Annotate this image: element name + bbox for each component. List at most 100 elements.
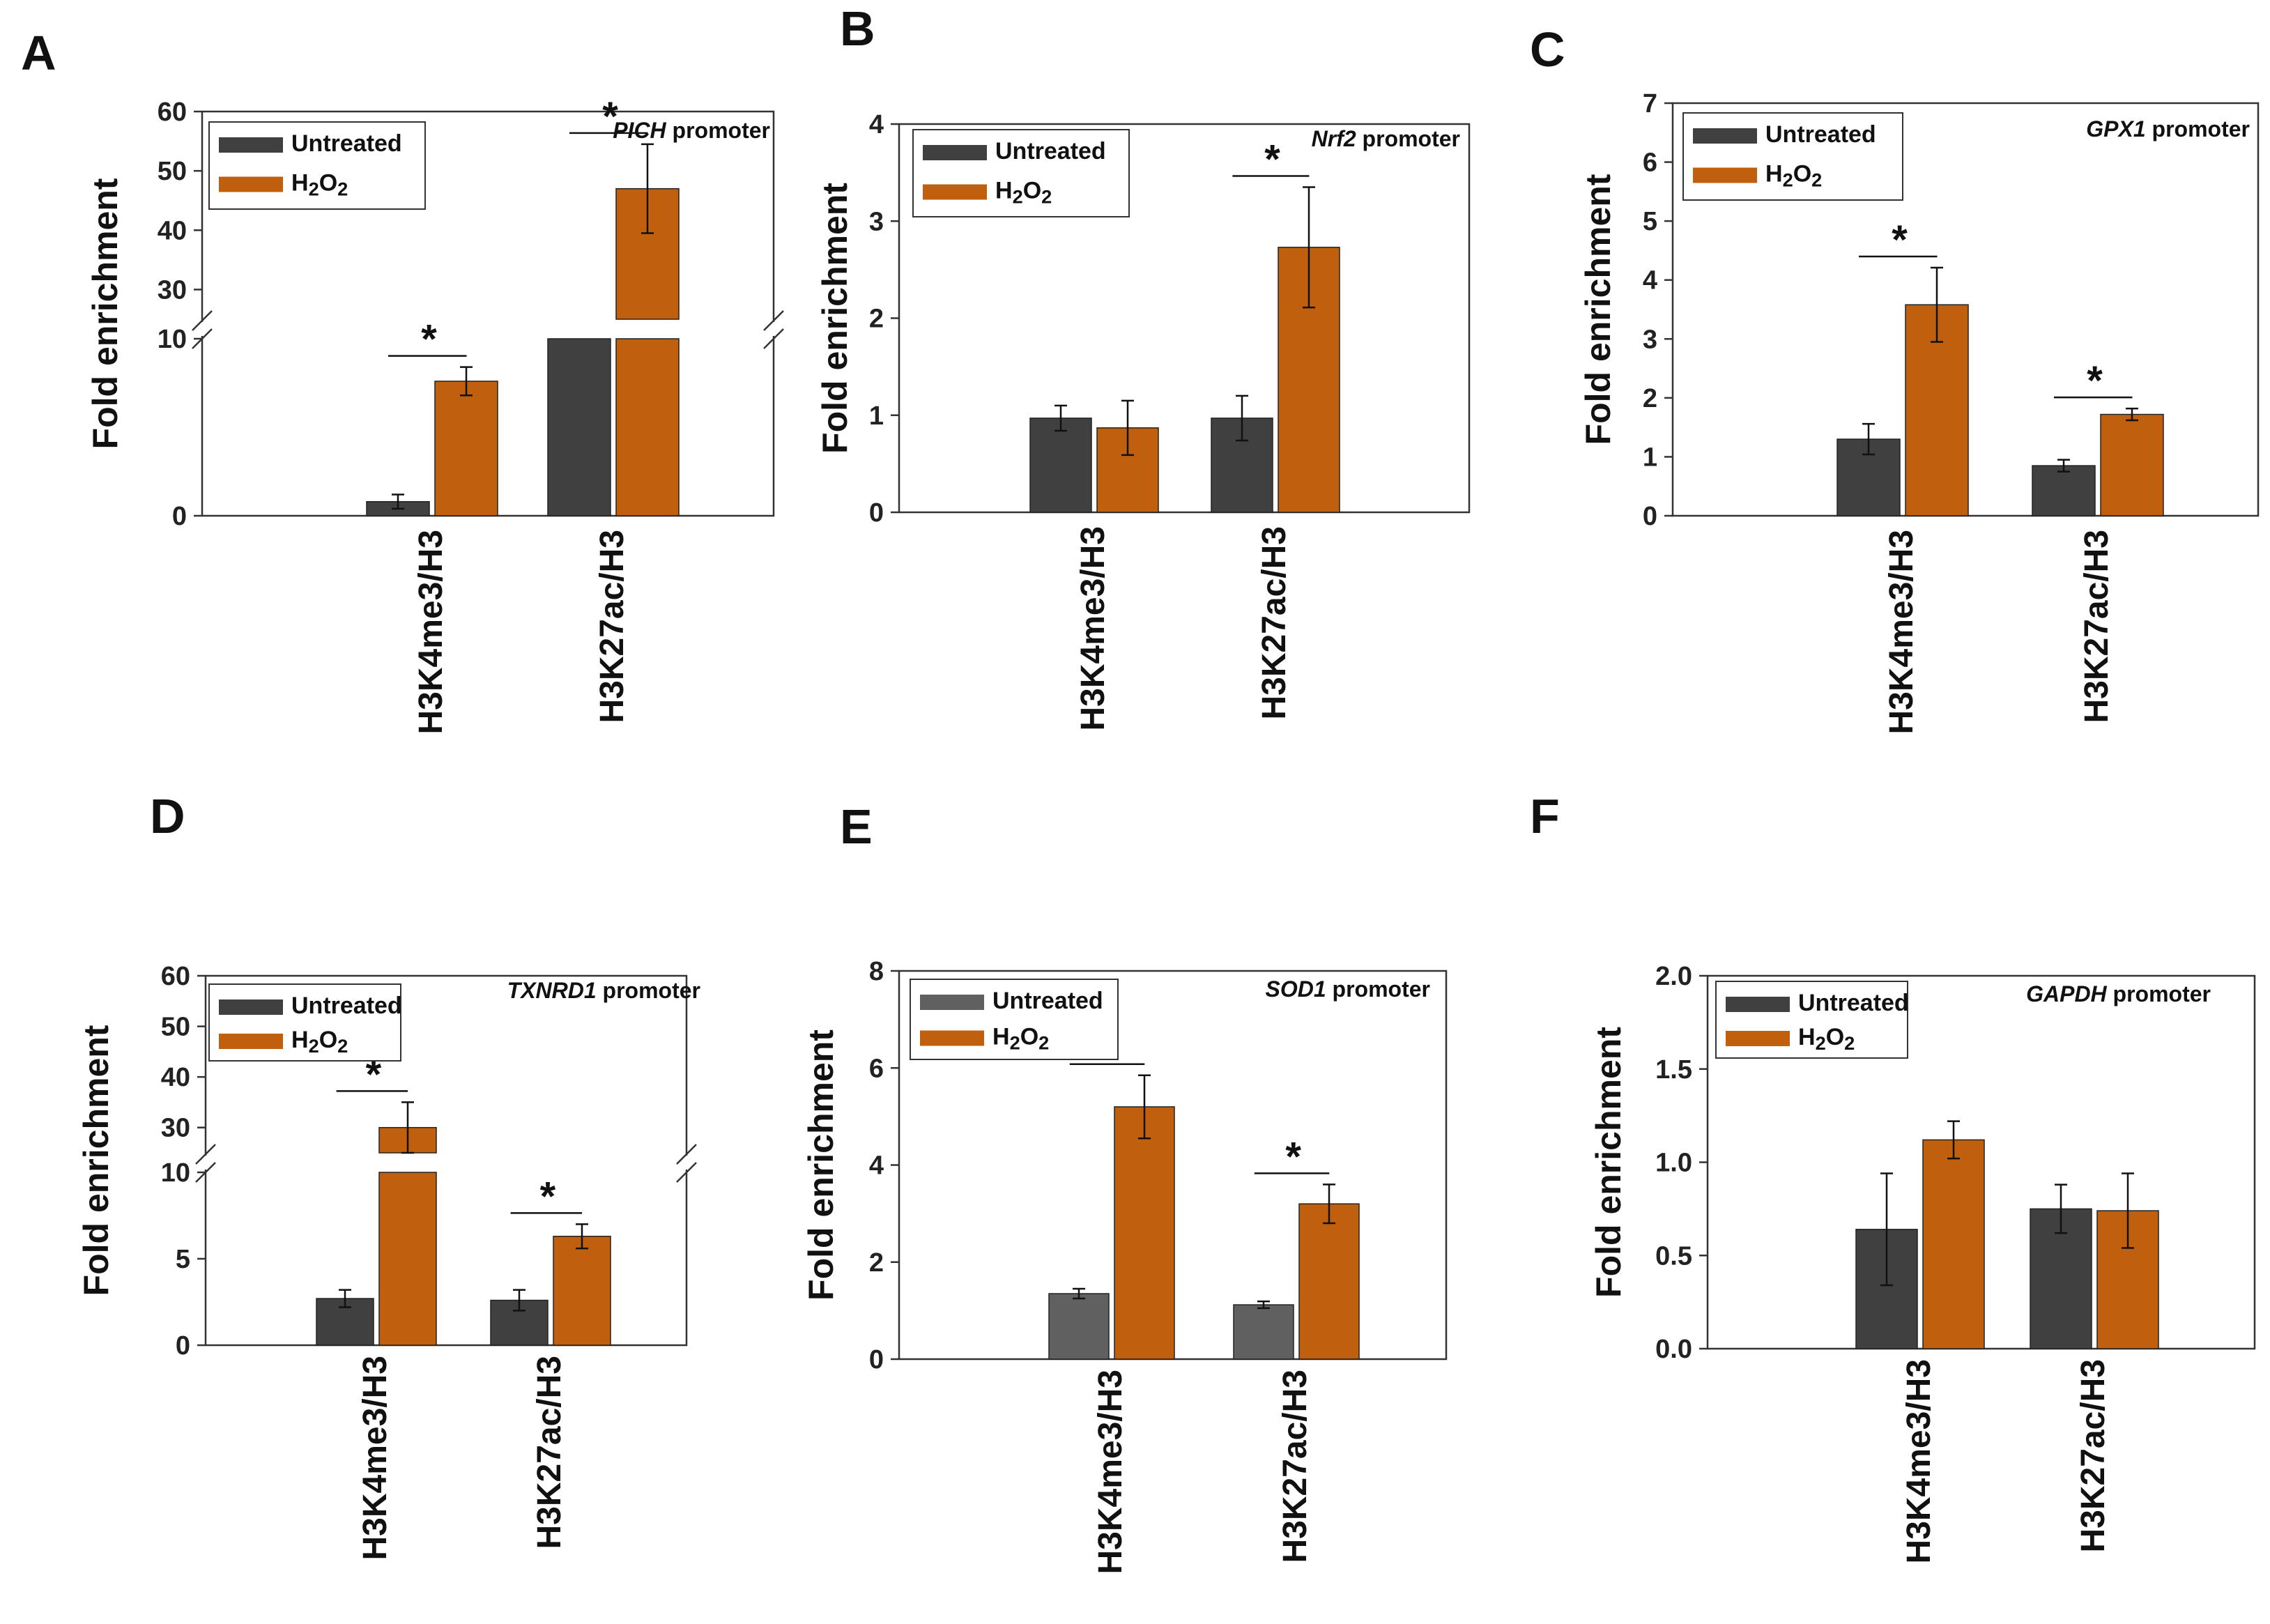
- y-tick-label: 60: [158, 98, 187, 127]
- gene-name: GPX1: [2086, 116, 2145, 141]
- label-part: H: [1765, 161, 1783, 187]
- y-tick-label: 1.5: [1655, 1055, 1692, 1085]
- y-axis-label: Fold enrichment: [802, 1029, 841, 1301]
- y-tick-label: 2: [869, 305, 884, 334]
- legend-swatch-1: [920, 1030, 984, 1046]
- legend-label-untreated: Untreated: [1798, 990, 1909, 1016]
- legend-label-h2o2: H2O2: [1765, 161, 1822, 191]
- panel-f: F 0.0 0.5 1.0 1.5 2.0 Fold enrichment H3K4me3/H…: [1530, 789, 2256, 1563]
- gene-name: SOD1: [1266, 976, 1326, 1002]
- axis-break-slash: [676, 1144, 697, 1165]
- y-tick-label: 60: [161, 962, 190, 991]
- significance-star: *: [421, 317, 437, 362]
- axis-break-gap: [771, 322, 776, 336]
- y-axis-label: Fold enrichment: [77, 1025, 116, 1296]
- y-tick-label: 6: [869, 1054, 884, 1083]
- legend-swatch-0: [219, 137, 283, 153]
- y-tick-label: 4: [869, 110, 884, 139]
- panel-c: C 0 1 2 3 4 5 6 7 Fold enrichment * H3K4me3/H3 * H3K2…: [1530, 22, 2260, 734]
- category-label: H3K27ac/H3: [1256, 526, 1293, 720]
- subscript: 2: [1844, 1032, 1855, 1054]
- bar-h2o2-0: [1922, 1139, 1985, 1349]
- legend-box: [912, 129, 1130, 217]
- subscript: 2: [309, 178, 319, 199]
- y-tick-label: 3: [869, 207, 884, 236]
- category-label: H3K27ac/H3: [2078, 530, 2115, 723]
- panel-b: B 0 1 2 3 4 Fold enrichment H3K4me3/H3 * H3K27ac/…: [815, 1, 1471, 730]
- y-tick-label: 50: [161, 1013, 190, 1042]
- legend-label-untreated: Untreated: [995, 138, 1106, 164]
- axis-break-gap: [199, 322, 205, 336]
- bar-untreated-1: [1233, 1304, 1294, 1360]
- legend-swatch-0: [920, 995, 984, 1010]
- panel-letter: B: [840, 1, 875, 56]
- panel-letter: D: [150, 789, 185, 843]
- label-part: O: [319, 1027, 337, 1053]
- gene-name: GAPDH: [2026, 981, 2107, 1006]
- legend-swatch-1: [219, 1034, 283, 1049]
- legend-label-untreated: Untreated: [1765, 121, 1876, 148]
- category-label: H3K27ac/H3: [594, 530, 631, 723]
- y-axis-label: Fold enrichment: [1579, 174, 1618, 445]
- panel-letter: A: [21, 26, 56, 80]
- legend-swatch-1: [923, 184, 987, 200]
- gene-name: PICH: [613, 118, 666, 143]
- label-part: O: [319, 170, 337, 197]
- category-label: H3K4me3/H3: [357, 1356, 394, 1560]
- legend-label-h2o2: H2O2: [995, 178, 1052, 208]
- y-tick-label: 8: [869, 957, 884, 986]
- category-label: H3K27ac/H3: [2075, 1359, 2112, 1553]
- promoter-suffix: promoter: [1326, 976, 1430, 1002]
- panel-letter: C: [1530, 22, 1565, 77]
- axis-break-gap: [203, 1156, 208, 1170]
- legend-label-h2o2: H2O2: [992, 1024, 1049, 1054]
- y-tick-label: 40: [161, 1063, 190, 1092]
- gene-name: Nrf2: [1312, 126, 1356, 151]
- y-tick-label: 4: [1643, 266, 1657, 296]
- label-part: H: [291, 1027, 309, 1053]
- y-tick-label: 4: [869, 1151, 884, 1181]
- label-part: O: [1023, 178, 1041, 204]
- legend-swatch-0: [923, 145, 987, 160]
- y-tick-label: 30: [161, 1114, 190, 1143]
- axis-break-slash: [763, 310, 784, 331]
- y-tick-label: 40: [158, 216, 187, 245]
- bar-h2o2-1: [2100, 413, 2164, 516]
- y-tick-label: 1.0: [1655, 1149, 1692, 1178]
- bar-h2o2-0: [434, 381, 498, 516]
- panel-a: A 0 10 30 40 50 60 Fold enrichment * H3K4me3/H3 * H…: [21, 26, 784, 734]
- legend-box: [910, 979, 1119, 1060]
- legend-label-untreated: Untreated: [291, 993, 402, 1019]
- legend-box: [208, 121, 426, 210]
- subscript: 2: [1038, 1032, 1049, 1053]
- y-tick-label: 50: [158, 157, 187, 186]
- y-tick-label: 10: [161, 1158, 190, 1188]
- category-label: H3K27ac/H3: [531, 1356, 568, 1549]
- axis-break-slash: [763, 328, 784, 349]
- bar-h2o2-1: [553, 1236, 611, 1346]
- subscript: 2: [1041, 185, 1052, 207]
- y-tick-label: 1: [869, 401, 884, 431]
- y-tick-label: 5: [1643, 207, 1657, 236]
- y-tick-label: 0.5: [1655, 1241, 1692, 1271]
- label-part: O: [1826, 1024, 1844, 1050]
- legend-swatch-0: [1693, 128, 1757, 144]
- legend-label-h2o2: H2O2: [291, 1027, 348, 1057]
- promoter-title: SOD1 promoter: [1266, 976, 1430, 1002]
- y-tick-label: 5: [176, 1245, 190, 1274]
- subscript: 2: [1816, 1032, 1826, 1054]
- y-tick-label: 1: [1643, 443, 1657, 472]
- label-part: O: [1793, 161, 1811, 187]
- promoter-title: TXNRD1 promoter: [507, 978, 700, 1003]
- subscript: 2: [1783, 169, 1793, 190]
- y-tick-label: 2: [1643, 384, 1657, 413]
- y-tick-label: 10: [158, 325, 187, 354]
- subscript: 2: [337, 1035, 348, 1057]
- label-part: H: [995, 178, 1013, 204]
- subscript: 2: [1010, 1032, 1020, 1053]
- bar-h2o2-1: [615, 338, 680, 516]
- subscript: 2: [1811, 169, 1822, 190]
- legend-label-h2o2: H2O2: [1798, 1024, 1855, 1054]
- y-tick-label: 30: [158, 275, 187, 305]
